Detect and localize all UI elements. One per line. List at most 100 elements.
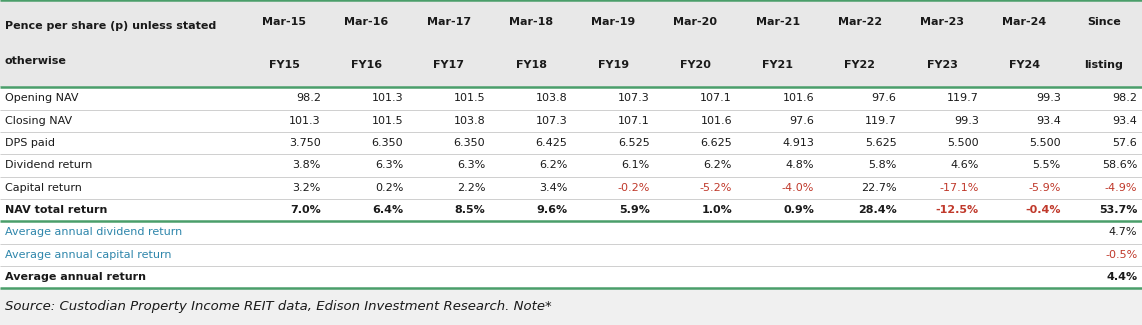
Text: FY20: FY20 [679,60,711,71]
Text: 119.7: 119.7 [947,93,979,103]
Text: Capital return: Capital return [5,183,81,193]
Text: 103.8: 103.8 [453,116,485,126]
Text: 6.3%: 6.3% [375,160,403,170]
Text: 4.8%: 4.8% [786,160,814,170]
Text: 107.3: 107.3 [536,116,568,126]
Text: -5.2%: -5.2% [700,183,732,193]
Text: Since: Since [1087,17,1120,27]
Text: Mar-16: Mar-16 [345,17,388,27]
Text: Average annual return: Average annual return [5,272,145,282]
Text: 6.3%: 6.3% [457,160,485,170]
Text: 101.3: 101.3 [371,93,403,103]
Text: 3.8%: 3.8% [292,160,321,170]
Text: 98.2: 98.2 [296,93,321,103]
Text: 99.3: 99.3 [1036,93,1061,103]
Text: FY16: FY16 [351,60,383,71]
Text: 6.625: 6.625 [700,138,732,148]
Text: 4.4%: 4.4% [1107,272,1137,282]
Text: -5.9%: -5.9% [1029,183,1061,193]
Text: 93.4: 93.4 [1112,116,1137,126]
Text: 93.4: 93.4 [1036,116,1061,126]
Text: Opening NAV: Opening NAV [5,93,78,103]
Text: -4.9%: -4.9% [1105,183,1137,193]
Text: 5.500: 5.500 [1029,138,1061,148]
Text: 6.350: 6.350 [453,138,485,148]
Text: Average annual capital return: Average annual capital return [5,250,171,260]
Text: 22.7%: 22.7% [861,183,896,193]
Text: -0.5%: -0.5% [1105,250,1137,260]
Text: 103.8: 103.8 [536,93,568,103]
Text: 6.4%: 6.4% [372,205,403,215]
Text: 7.0%: 7.0% [290,205,321,215]
Text: 3.2%: 3.2% [292,183,321,193]
Text: 107.3: 107.3 [618,93,650,103]
Text: 101.6: 101.6 [782,93,814,103]
Text: 28.4%: 28.4% [858,205,896,215]
Text: FY15: FY15 [268,60,300,71]
Text: -17.1%: -17.1% [940,183,979,193]
Text: 58.6%: 58.6% [1102,160,1137,170]
Text: FY17: FY17 [433,60,465,71]
Text: Mar-18: Mar-18 [509,17,553,27]
Text: 0.2%: 0.2% [375,183,403,193]
Text: NAV total return: NAV total return [5,205,107,215]
Text: 5.5%: 5.5% [1032,160,1061,170]
Text: 99.3: 99.3 [954,116,979,126]
Text: Mar-17: Mar-17 [427,17,471,27]
Text: 97.6: 97.6 [871,93,896,103]
Text: 107.1: 107.1 [700,93,732,103]
Text: 101.5: 101.5 [371,116,403,126]
Text: 4.7%: 4.7% [1109,227,1137,237]
Text: FY18: FY18 [515,60,547,71]
Text: 6.350: 6.350 [371,138,403,148]
Text: Mar-21: Mar-21 [756,17,799,27]
Text: listing: listing [1084,60,1124,71]
Text: Mar-20: Mar-20 [674,17,717,27]
Text: 6.1%: 6.1% [621,160,650,170]
Text: 119.7: 119.7 [864,116,896,126]
Text: Mar-23: Mar-23 [920,17,964,27]
Text: FY21: FY21 [762,60,794,71]
Text: 107.1: 107.1 [618,116,650,126]
Text: 4.913: 4.913 [782,138,814,148]
Text: DPS paid: DPS paid [5,138,55,148]
Text: Mar-19: Mar-19 [592,17,635,27]
Text: 8.5%: 8.5% [455,205,485,215]
Text: FY19: FY19 [597,60,629,71]
Text: 5.625: 5.625 [864,138,896,148]
Text: -4.0%: -4.0% [782,183,814,193]
Text: otherwise: otherwise [5,56,66,66]
Text: 6.525: 6.525 [618,138,650,148]
Text: FY24: FY24 [1008,60,1040,71]
Text: FY22: FY22 [844,60,876,71]
Text: 0.9%: 0.9% [783,205,814,215]
Text: 4.6%: 4.6% [950,160,979,170]
Text: 3.750: 3.750 [289,138,321,148]
Text: Dividend return: Dividend return [5,160,93,170]
Text: Closing NAV: Closing NAV [5,116,72,126]
Text: 9.6%: 9.6% [537,205,568,215]
Text: 6.2%: 6.2% [539,160,568,170]
Text: 98.2: 98.2 [1112,93,1137,103]
Text: 57.6: 57.6 [1112,138,1137,148]
Text: Mar-22: Mar-22 [838,17,882,27]
Text: 5.8%: 5.8% [868,160,896,170]
Text: 101.6: 101.6 [700,116,732,126]
Text: 2.2%: 2.2% [457,183,485,193]
Text: -12.5%: -12.5% [935,205,979,215]
Text: 6.425: 6.425 [536,138,568,148]
Text: FY23: FY23 [926,60,958,71]
Text: Mar-15: Mar-15 [263,17,306,27]
Text: -0.2%: -0.2% [618,183,650,193]
Text: 1.0%: 1.0% [701,205,732,215]
Text: 6.2%: 6.2% [703,160,732,170]
Text: 53.7%: 53.7% [1099,205,1137,215]
Text: 5.9%: 5.9% [619,205,650,215]
Text: Mar-24: Mar-24 [1003,17,1046,27]
Text: Average annual dividend return: Average annual dividend return [5,227,182,237]
Text: 97.6: 97.6 [789,116,814,126]
Text: 101.3: 101.3 [289,116,321,126]
Text: -0.4%: -0.4% [1026,205,1061,215]
Text: Pence per share (p) unless stated: Pence per share (p) unless stated [5,21,216,31]
Text: Source: Custodian Property Income REIT data, Edison Investment Research. Note*: Source: Custodian Property Income REIT d… [5,300,552,313]
